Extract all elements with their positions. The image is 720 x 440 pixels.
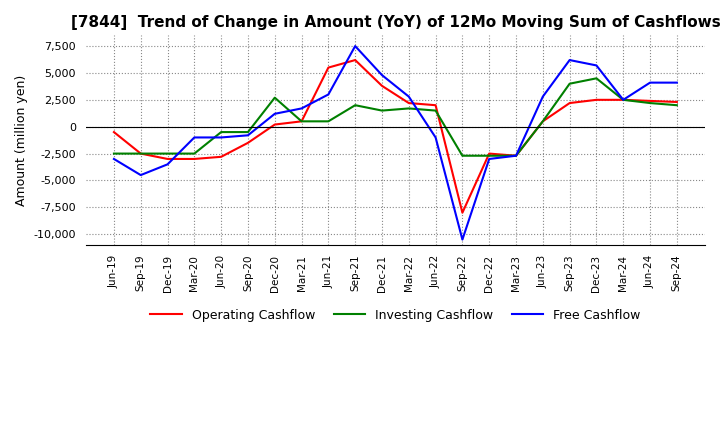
- Operating Cashflow: [378, 83, 387, 88]
- Y-axis label: Amount (million yen): Amount (million yen): [15, 74, 28, 206]
- Operating Cashflow: [485, 151, 493, 156]
- Operating Cashflow: [592, 97, 600, 103]
- Free Cashflow: [619, 97, 628, 103]
- Operating Cashflow: [565, 100, 574, 106]
- Free Cashflow: [431, 135, 440, 140]
- Free Cashflow: [672, 80, 681, 85]
- Free Cashflow: [217, 135, 225, 140]
- Free Cashflow: [565, 57, 574, 62]
- Investing Cashflow: [351, 103, 359, 108]
- Operating Cashflow: [431, 103, 440, 108]
- Investing Cashflow: [297, 119, 306, 124]
- Operating Cashflow: [297, 119, 306, 124]
- Free Cashflow: [297, 106, 306, 111]
- Operating Cashflow: [271, 122, 279, 127]
- Free Cashflow: [592, 63, 600, 68]
- Investing Cashflow: [163, 151, 172, 156]
- Operating Cashflow: [619, 97, 628, 103]
- Free Cashflow: [271, 111, 279, 117]
- Line: Investing Cashflow: Investing Cashflow: [114, 78, 677, 156]
- Investing Cashflow: [672, 103, 681, 108]
- Operating Cashflow: [512, 153, 521, 158]
- Operating Cashflow: [539, 119, 547, 124]
- Free Cashflow: [190, 135, 199, 140]
- Free Cashflow: [405, 94, 413, 99]
- Free Cashflow: [512, 153, 521, 158]
- Free Cashflow: [485, 156, 493, 161]
- Operating Cashflow: [190, 156, 199, 161]
- Free Cashflow: [646, 80, 654, 85]
- Operating Cashflow: [405, 100, 413, 106]
- Free Cashflow: [378, 73, 387, 78]
- Operating Cashflow: [109, 129, 118, 135]
- Legend: Operating Cashflow, Investing Cashflow, Free Cashflow: Operating Cashflow, Investing Cashflow, …: [145, 304, 645, 327]
- Line: Operating Cashflow: Operating Cashflow: [114, 60, 677, 213]
- Free Cashflow: [458, 237, 467, 242]
- Title: [7844]  Trend of Change in Amount (YoY) of 12Mo Moving Sum of Cashflows: [7844] Trend of Change in Amount (YoY) o…: [71, 15, 720, 30]
- Investing Cashflow: [646, 100, 654, 106]
- Operating Cashflow: [163, 156, 172, 161]
- Free Cashflow: [243, 133, 252, 138]
- Investing Cashflow: [458, 153, 467, 158]
- Investing Cashflow: [136, 151, 145, 156]
- Investing Cashflow: [378, 108, 387, 113]
- Investing Cashflow: [431, 108, 440, 113]
- Investing Cashflow: [619, 97, 628, 103]
- Operating Cashflow: [672, 99, 681, 105]
- Free Cashflow: [163, 161, 172, 167]
- Investing Cashflow: [405, 106, 413, 111]
- Operating Cashflow: [458, 210, 467, 215]
- Operating Cashflow: [243, 140, 252, 146]
- Operating Cashflow: [646, 98, 654, 103]
- Investing Cashflow: [539, 119, 547, 124]
- Investing Cashflow: [243, 129, 252, 135]
- Investing Cashflow: [271, 95, 279, 100]
- Line: Free Cashflow: Free Cashflow: [114, 46, 677, 239]
- Investing Cashflow: [485, 153, 493, 158]
- Investing Cashflow: [512, 153, 521, 158]
- Free Cashflow: [324, 92, 333, 97]
- Free Cashflow: [351, 44, 359, 49]
- Operating Cashflow: [351, 57, 359, 62]
- Investing Cashflow: [324, 119, 333, 124]
- Operating Cashflow: [136, 151, 145, 156]
- Operating Cashflow: [217, 154, 225, 159]
- Investing Cashflow: [565, 81, 574, 86]
- Investing Cashflow: [190, 151, 199, 156]
- Operating Cashflow: [324, 65, 333, 70]
- Free Cashflow: [109, 156, 118, 161]
- Investing Cashflow: [217, 129, 225, 135]
- Investing Cashflow: [592, 76, 600, 81]
- Free Cashflow: [136, 172, 145, 178]
- Free Cashflow: [539, 94, 547, 99]
- Investing Cashflow: [109, 151, 118, 156]
